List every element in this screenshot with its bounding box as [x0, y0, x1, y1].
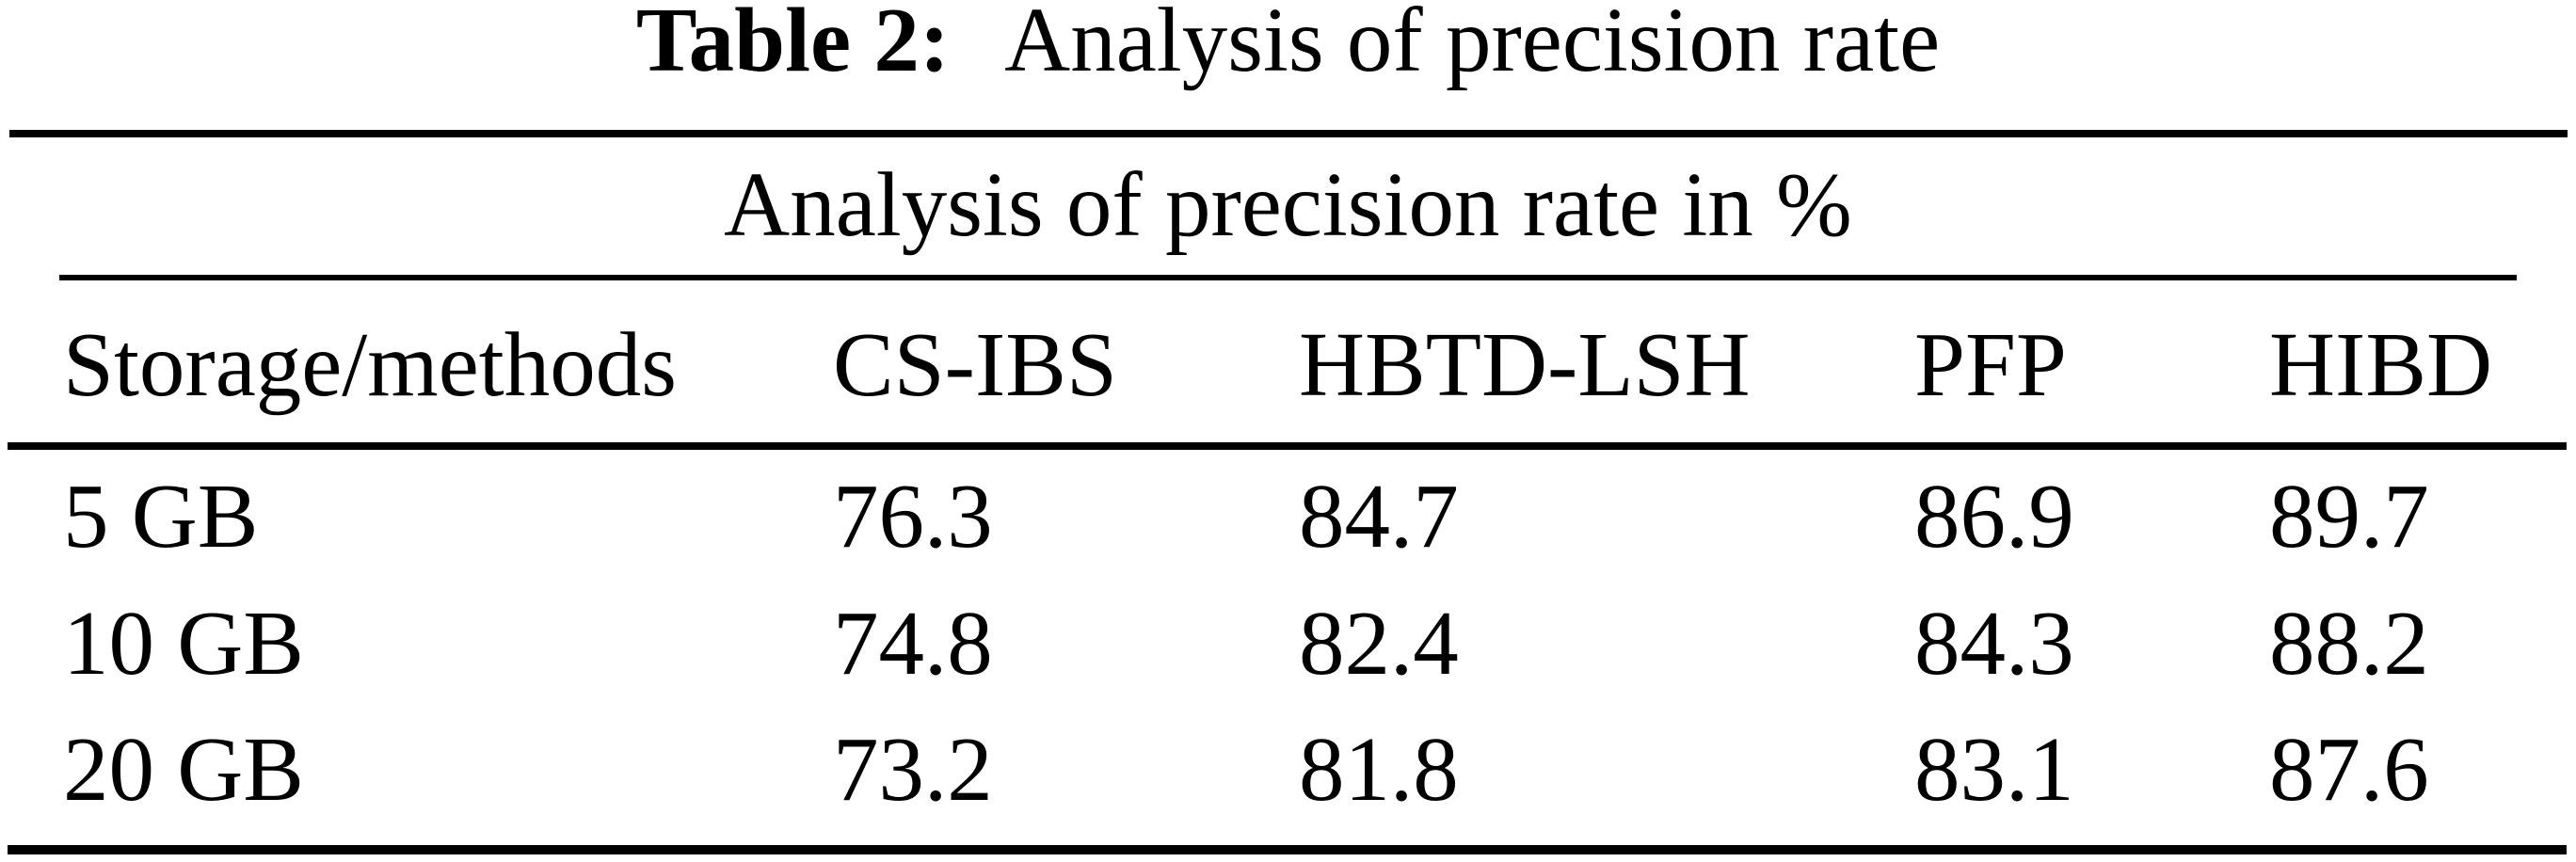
- cell-10gb-hibd: 88.2: [2269, 593, 2429, 694]
- col-header-storage-methods: Storage/methods: [63, 314, 677, 415]
- col-header-pfp: PFP: [1914, 314, 2067, 415]
- caption-title: Analysis of precision rate: [1004, 0, 1941, 90]
- table-caption: Table 2: Analysis of precision rate: [0, 0, 2576, 91]
- cell-10gb-cs-ibs: 74.8: [833, 593, 993, 694]
- cell-5gb-pfp: 86.9: [1914, 466, 2074, 567]
- cell-20gb-hbtd-lsh: 81.8: [1299, 719, 1459, 820]
- cell-5gb-hbtd-lsh: 84.7: [1299, 466, 1459, 567]
- cell-20gb-hibd: 87.6: [2269, 719, 2429, 820]
- table-title: Analysis of precision rate in %: [724, 154, 1852, 255]
- cell-5gb-cs-ibs: 76.3: [833, 466, 993, 567]
- caption-label: Table 2:: [635, 0, 951, 90]
- cell-20gb-pfp: 83.1: [1914, 719, 2074, 820]
- col-header-hibd: HIBD: [2269, 314, 2493, 415]
- table-row: 20 GB 73.2 81.8 83.1 87.6: [0, 719, 2576, 825]
- row-label-5gb: 5 GB: [63, 466, 259, 567]
- cell-10gb-hbtd-lsh: 82.4: [1299, 593, 1459, 694]
- cell-20gb-cs-ibs: 73.2: [833, 719, 993, 820]
- bottom-rule: [8, 845, 2567, 854]
- top-rule: [9, 130, 2568, 137]
- header-rule: [8, 442, 2567, 450]
- row-label-20gb: 20 GB: [63, 719, 304, 820]
- header-row: Storage/methods CS-IBS HBTD-LSH PFP HIBD: [0, 314, 2576, 421]
- table-row: 5 GB 76.3 84.7 86.9 89.7: [0, 466, 2576, 572]
- col-header-cs-ibs: CS-IBS: [833, 314, 1117, 415]
- cell-5gb-hibd: 89.7: [2269, 466, 2429, 567]
- cell-10gb-pfp: 84.3: [1914, 593, 2074, 694]
- subtitle-rule: [59, 275, 2517, 280]
- table-row: 10 GB 74.8 82.4 84.3 88.2: [0, 593, 2576, 699]
- row-label-10gb: 10 GB: [63, 593, 304, 694]
- col-header-hbtd-lsh: HBTD-LSH: [1299, 314, 1751, 415]
